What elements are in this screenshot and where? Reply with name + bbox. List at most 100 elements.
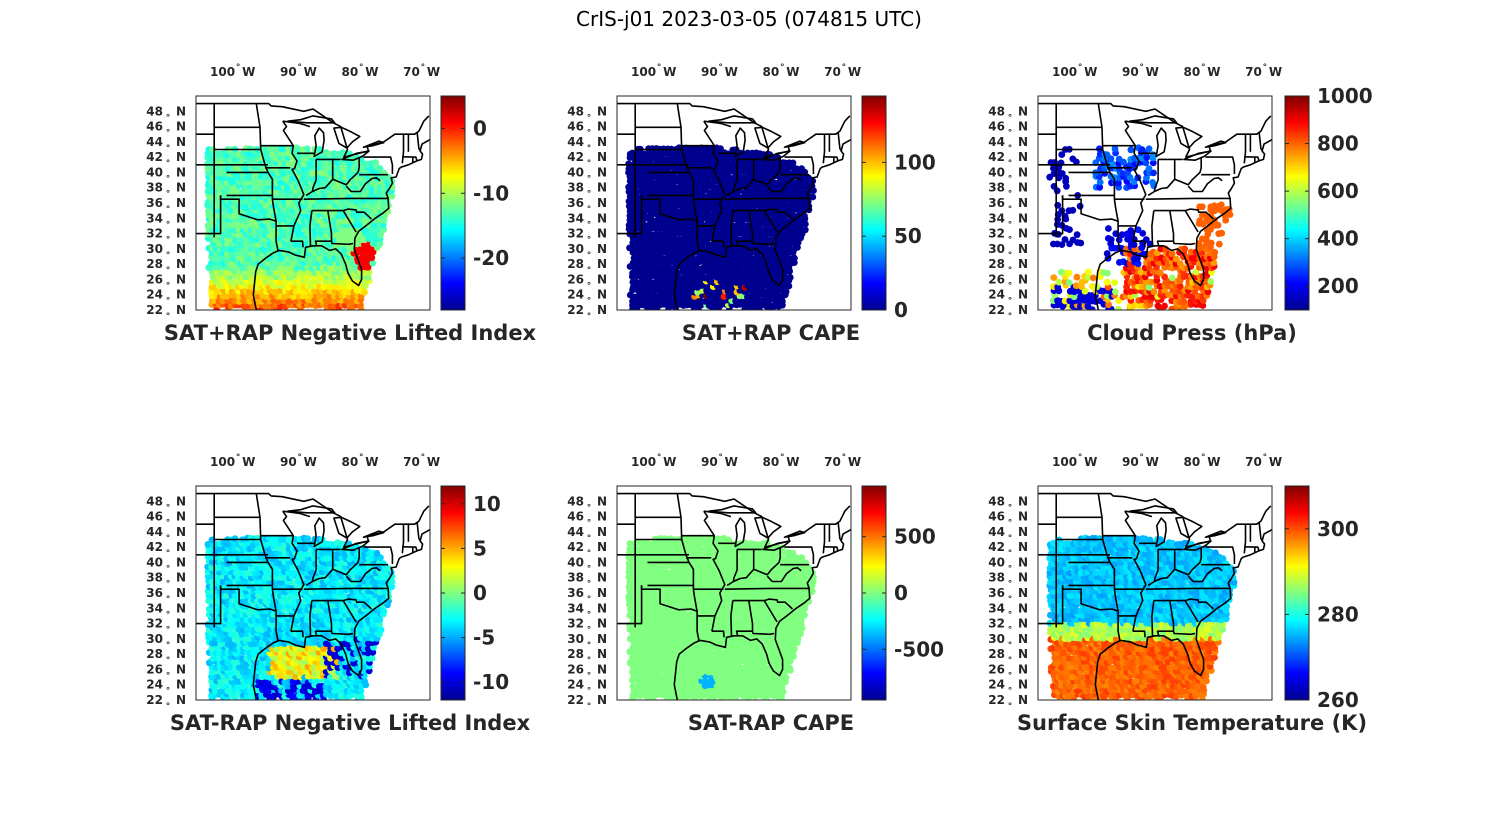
data-point (364, 616, 372, 624)
data-point (637, 246, 644, 253)
data-point (1065, 269, 1073, 277)
data-point (791, 254, 798, 262)
data-point (1207, 226, 1214, 234)
lat-unit-label: N (176, 257, 186, 271)
state-border (1187, 177, 1223, 193)
data-point (364, 645, 372, 653)
data-point (388, 192, 396, 200)
data-point (299, 292, 307, 300)
lat-tick-label: 46 (146, 120, 163, 134)
lat-tick-label: 42 (988, 150, 1005, 164)
data-point (357, 693, 365, 700)
data-point (1103, 250, 1111, 257)
lon-tick-label: 70 (403, 65, 420, 79)
data-point (364, 240, 372, 248)
data-point (345, 621, 353, 629)
data-point (265, 155, 272, 163)
state-border (282, 120, 305, 242)
data-point (716, 302, 724, 310)
data-point (789, 159, 797, 167)
data-point (671, 184, 679, 192)
degree-symbol: ° (1008, 297, 1013, 307)
data-point (1112, 288, 1119, 296)
data-point (234, 620, 242, 627)
data-point (361, 677, 368, 685)
data-point (1058, 241, 1066, 249)
data-point (717, 145, 724, 153)
lat-tick-label: 44 (988, 135, 1005, 149)
map-frame (1037, 95, 1273, 311)
lat-unit-label: N (1018, 242, 1028, 256)
data-point (1127, 146, 1135, 154)
data-point (1198, 203, 1206, 211)
data-point (303, 145, 311, 153)
data-point (238, 216, 246, 224)
data-point (342, 593, 349, 600)
lat-unit-label: N (1018, 150, 1028, 164)
data-point (1066, 226, 1073, 234)
state-border (676, 103, 700, 251)
data-point (713, 288, 720, 295)
data-point (223, 269, 231, 276)
data-point (1058, 151, 1066, 159)
state-border (1172, 240, 1196, 246)
panels: 100 ° W 90 ° W 80 ° W 70 ° W48 ° N46 ° N44 ° N42 ° N40 ° N38 °… (146, 63, 1372, 735)
data-point (265, 302, 273, 310)
map-frame (616, 95, 852, 311)
lat-unit-label: N (1018, 196, 1028, 210)
lon-tick-label: 100 (631, 65, 656, 79)
lon-unit-label: W (1207, 65, 1220, 79)
degree-symbol: ° (1008, 113, 1013, 123)
panel-title: SAT+RAP CAPE (682, 321, 860, 345)
great-lake-outline (762, 150, 791, 161)
lat-unit-label: N (597, 181, 607, 195)
degree-symbol: ° (587, 144, 592, 154)
data-point (1061, 236, 1069, 243)
data-point (1217, 201, 1225, 209)
data-point (1065, 279, 1073, 286)
degree-symbol: ° (166, 144, 171, 154)
colorbar-tick-label: 50 (894, 224, 922, 248)
data-point (1084, 302, 1092, 310)
lat-tick-label: 28 (567, 257, 584, 271)
degree-symbol: ° (166, 312, 171, 322)
lat-unit-label: N (597, 288, 607, 302)
degree-symbol: ° (587, 266, 592, 276)
data-point (1150, 288, 1158, 296)
state-border (822, 134, 826, 164)
data-point (212, 255, 220, 263)
data-point (805, 174, 812, 182)
state-border (402, 156, 418, 162)
degree-symbol: ° (587, 251, 592, 261)
data-point (1127, 227, 1135, 234)
state-border (1132, 240, 1146, 248)
data-point (1207, 278, 1215, 285)
data-point (353, 198, 360, 206)
data-point (793, 165, 800, 173)
state-border (763, 210, 778, 233)
lon-unit-label: W (365, 65, 378, 79)
degree-symbol: ° (236, 63, 241, 73)
state-border (784, 156, 815, 174)
coastline (673, 138, 851, 310)
data-point (292, 588, 299, 596)
lat-tick-label: 38 (988, 181, 1005, 195)
data-point (1207, 239, 1215, 247)
figure-title: CrIS-j01 2023-03-05 (074815 UTC) (576, 7, 922, 31)
lon-tick-label: 90 (701, 65, 718, 79)
lat-unit-label: N (1018, 120, 1028, 134)
state-border (1258, 131, 1263, 151)
lat-tick-label: 34 (146, 211, 163, 225)
lat-unit-label: N (1018, 211, 1028, 225)
lat-tick-label: 26 (146, 272, 163, 286)
great-lake-outline (708, 115, 757, 124)
data-point (1134, 255, 1141, 262)
state-border (312, 159, 334, 193)
data-point (337, 278, 345, 286)
lat-tick-label: 22 (988, 303, 1005, 317)
lat-tick-label: 22 (146, 303, 163, 317)
colorbar-gradient (1284, 95, 1310, 311)
data-point (1138, 302, 1146, 309)
